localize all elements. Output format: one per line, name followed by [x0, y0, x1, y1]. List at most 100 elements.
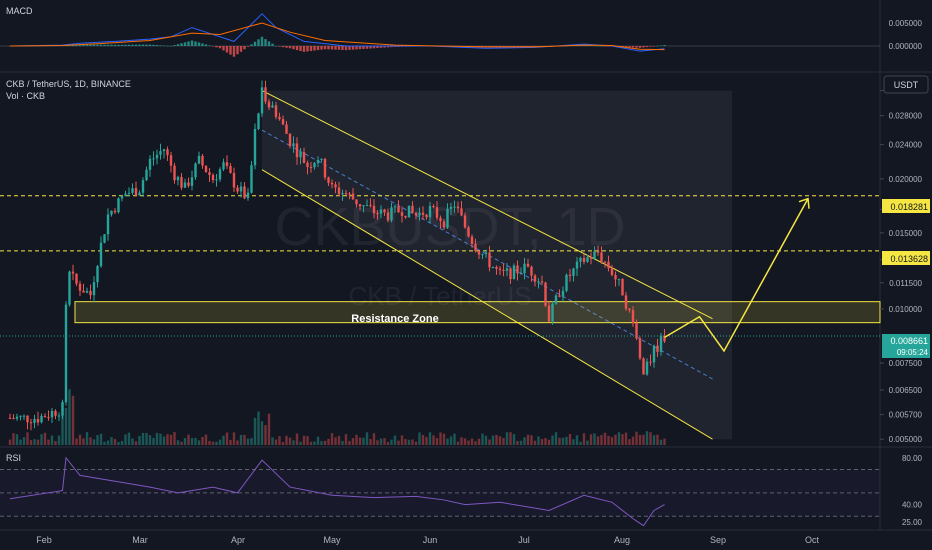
candle-body[interactable] — [390, 207, 393, 221]
candle-body[interactable] — [596, 251, 600, 253]
projection-line[interactable] — [664, 198, 809, 353]
candle-body[interactable] — [334, 184, 337, 188]
candle-body[interactable] — [274, 105, 278, 117]
candle-body[interactable] — [246, 192, 250, 199]
candle-body[interactable] — [533, 275, 537, 282]
candle-body[interactable] — [316, 159, 320, 163]
candle-body[interactable] — [435, 207, 439, 218]
rsi-line[interactable] — [9, 456, 665, 527]
candle-body[interactable] — [516, 265, 519, 274]
candle-body[interactable] — [407, 205, 411, 218]
candle-body[interactable] — [442, 221, 446, 228]
candle-body[interactable] — [250, 165, 253, 193]
resistance-zone[interactable]: Resistance Zone — [74, 301, 881, 325]
candle-body[interactable] — [215, 179, 218, 181]
candle-body[interactable] — [474, 243, 477, 252]
time-axis[interactable]: Feb Mar Apr May Jun Jul Aug Sep Oct — [36, 535, 819, 545]
candle-body[interactable] — [488, 252, 491, 268]
channel-upper-line[interactable] — [261, 90, 713, 320]
candle-body[interactable] — [33, 418, 36, 423]
candle-body[interactable] — [544, 282, 547, 306]
candle-body[interactable] — [575, 261, 579, 269]
candle-body[interactable] — [600, 252, 603, 262]
candle-body[interactable] — [197, 155, 201, 164]
candle-body[interactable] — [71, 271, 75, 274]
macd-pane[interactable] — [0, 13, 880, 57]
candle-body[interactable] — [78, 283, 82, 291]
candle-body[interactable] — [68, 271, 71, 305]
candle-body[interactable] — [372, 205, 376, 214]
candle-body[interactable] — [446, 208, 449, 228]
candle-body[interactable] — [180, 176, 183, 188]
candle-body[interactable] — [617, 279, 621, 281]
candle-body[interactable] — [92, 282, 96, 296]
candle-body[interactable] — [439, 217, 442, 222]
candle-body[interactable] — [194, 163, 197, 178]
resistance-zone-box[interactable] — [74, 301, 881, 324]
candle-body[interactable] — [397, 206, 400, 213]
candle-body[interactable] — [456, 206, 460, 209]
candle-body[interactable] — [505, 268, 509, 271]
candle-body[interactable] — [645, 361, 649, 375]
candle-body[interactable] — [561, 290, 565, 297]
candle-body[interactable] — [383, 209, 386, 213]
candle-body[interactable] — [362, 205, 365, 207]
candle-body[interactable] — [106, 214, 110, 235]
candle-body[interactable] — [432, 206, 435, 208]
candle-body[interactable] — [502, 269, 505, 271]
candle-body[interactable] — [155, 154, 159, 159]
candle-body[interactable] — [582, 257, 586, 262]
candle-body[interactable] — [449, 206, 453, 209]
candle-body[interactable] — [285, 124, 288, 134]
candle-body[interactable] — [358, 204, 362, 207]
candle-body[interactable] — [330, 182, 334, 185]
candle-body[interactable] — [61, 402, 64, 416]
candle-body[interactable] — [288, 133, 292, 147]
macd-signal-line[interactable] — [9, 22, 665, 51]
candle-body[interactable] — [236, 187, 239, 192]
candle-body[interactable] — [320, 158, 323, 160]
badge-last-price[interactable]: 0.008661 09:05:24 — [882, 334, 930, 358]
candle-body[interactable] — [593, 251, 596, 259]
candle-body[interactable] — [267, 101, 271, 108]
candle-body[interactable] — [628, 308, 631, 311]
candle-body[interactable] — [558, 295, 561, 297]
candle-body[interactable] — [530, 266, 533, 276]
candle-body[interactable] — [117, 198, 120, 213]
candle-body[interactable] — [306, 162, 309, 167]
candle-body[interactable] — [470, 236, 474, 244]
candle-body[interactable] — [75, 273, 78, 284]
candle-body[interactable] — [621, 279, 624, 296]
candle-body[interactable] — [519, 273, 523, 275]
candle-body[interactable] — [110, 210, 113, 215]
candle-body[interactable] — [663, 335, 666, 342]
candle-body[interactable] — [603, 261, 607, 263]
badge-level-upper[interactable]: 0.018281 — [882, 199, 930, 213]
candle-body[interactable] — [460, 208, 463, 216]
candle-body[interactable] — [173, 165, 176, 181]
candle-body[interactable] — [484, 252, 488, 255]
candle-body[interactable] — [281, 119, 285, 125]
candle-body[interactable] — [537, 281, 540, 283]
candle-body[interactable] — [341, 193, 344, 195]
candle-body[interactable] — [369, 205, 372, 207]
candle-body[interactable] — [579, 257, 582, 262]
candle-body[interactable] — [453, 206, 456, 208]
candle-body[interactable] — [166, 149, 169, 156]
candle-body[interactable] — [491, 266, 495, 268]
candle-body[interactable] — [299, 152, 302, 158]
candle-body[interactable] — [47, 417, 50, 419]
candle-body[interactable] — [187, 182, 190, 186]
candle-body[interactable] — [208, 172, 211, 175]
candle-body[interactable] — [652, 345, 656, 363]
candle-body[interactable] — [8, 417, 12, 419]
candle-body[interactable] — [379, 209, 383, 214]
candle-body[interactable] — [586, 257, 589, 262]
candle-body[interactable] — [152, 158, 155, 160]
candle-body[interactable] — [309, 166, 313, 168]
candle-body[interactable] — [211, 174, 215, 181]
candle-body[interactable] — [232, 172, 236, 188]
candle-body[interactable] — [568, 274, 572, 276]
candle-body[interactable] — [260, 87, 264, 114]
candle-body[interactable] — [418, 212, 421, 216]
